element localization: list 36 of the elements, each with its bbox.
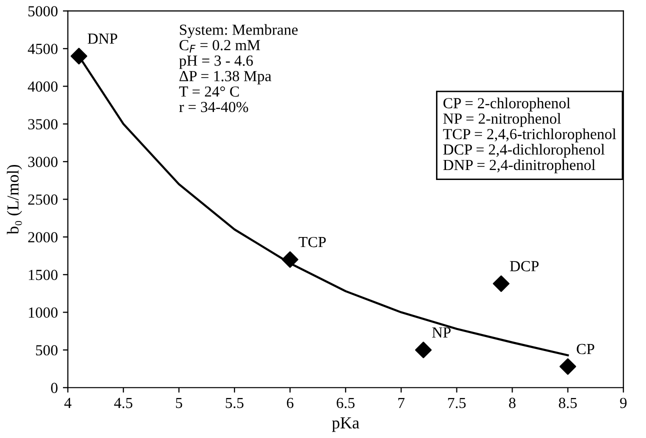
annotation: DCP xyxy=(510,261,539,272)
y-tick-label: 4000 xyxy=(28,81,58,92)
y-tick-label: 500 xyxy=(36,345,58,356)
annotation: NP xyxy=(432,327,451,338)
annotation: System: Membrane C$_{F}$ = 0.2 mM pH = 3 - 4.6 ΔP = 1.38 Mpa T = 24° C r = 34-40% xyxy=(179,24,298,112)
point xyxy=(492,275,510,292)
x-tick-label: 8.5 xyxy=(558,398,577,408)
x-tick-label: 4.5 xyxy=(114,398,132,408)
x-tick-label: 9 xyxy=(620,398,627,408)
y-tick-label: 3500 xyxy=(28,119,58,130)
y-tick-label: 4500 xyxy=(28,44,58,54)
y-tick-label: 2000 xyxy=(28,232,58,242)
x-tick-label: 4 xyxy=(64,398,72,408)
y-axis-title: b₀ (L/mol) xyxy=(6,164,22,234)
x-axis-title: pKa xyxy=(332,417,360,432)
x-tick-label: 7 xyxy=(398,398,405,408)
point xyxy=(282,251,298,268)
point xyxy=(415,342,432,358)
x-tick-label: 5 xyxy=(176,398,182,408)
x-tick-label: 8 xyxy=(509,398,516,408)
point xyxy=(70,48,88,64)
point xyxy=(560,358,576,375)
annotation: DNP xyxy=(88,34,118,44)
x-tick-label: 7.5 xyxy=(448,398,466,408)
annotation: CP = 2-chlorophenol NP = 2-nitrophenol TCP = 2,4,6-trichlorophenol DCP = 2,4-dichlorophenol DNP = 2,4-dinitrophenol xyxy=(443,98,616,174)
x-tick-label: 5.5 xyxy=(226,398,244,408)
annotation: CP xyxy=(576,344,594,354)
y-tick-label: 1000 xyxy=(28,307,58,318)
y-tick-label: 0 xyxy=(51,382,58,394)
y-tick-label: 2500 xyxy=(28,194,58,205)
y-tick-label: 3000 xyxy=(28,156,58,168)
y-tick-label: 5000 xyxy=(28,6,58,16)
annotation: TCP xyxy=(298,236,326,248)
y-tick-label: 1500 xyxy=(28,270,58,280)
x-tick-label: 6.5 xyxy=(336,398,355,408)
x-tick-label: 6 xyxy=(286,398,294,408)
